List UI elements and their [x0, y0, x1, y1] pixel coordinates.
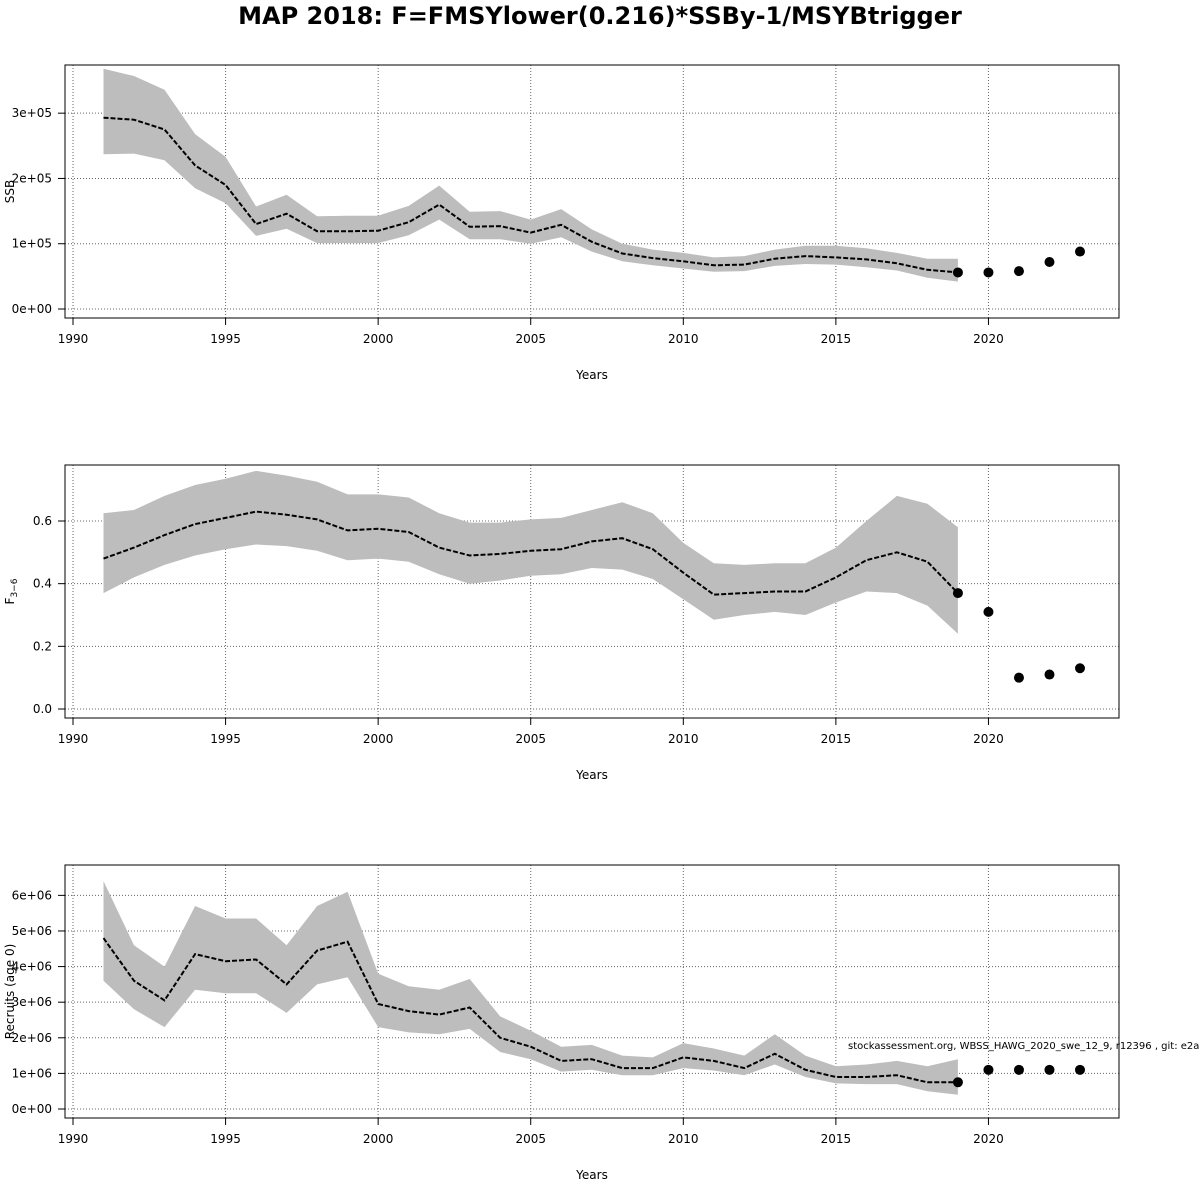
forecast-point	[1075, 246, 1085, 257]
x-tick-label: 1990	[58, 332, 89, 346]
panel-frame	[64, 64, 1120, 319]
estimate-line	[102, 937, 958, 1084]
x-tick-label: 2020	[973, 732, 1004, 746]
x-tick-label: 2010	[668, 332, 699, 346]
x-tick-label: 2005	[515, 1132, 546, 1146]
y-tick-label: 6e+06	[12, 888, 52, 902]
y-tick-label: 0e+00	[12, 302, 52, 316]
x-axis-label: Years	[575, 768, 608, 782]
chart-title: MAP 2018: F=FMSYlower(0.216)*SSBy-1/MSYB…	[238, 2, 962, 30]
x-tick-label: 1990	[58, 732, 89, 746]
y-tick-label: 5e+06	[12, 924, 52, 938]
x-tick-label: 2010	[668, 732, 699, 746]
forecast-point	[1044, 257, 1055, 267]
x-tick-label: 1995	[210, 332, 241, 346]
forecast-point	[1013, 1064, 1024, 1075]
estimate-line	[103, 116, 958, 274]
y-tick-label: 0.6	[33, 514, 52, 528]
forecast-point	[1013, 672, 1024, 683]
x-tick-label: 1990	[58, 1132, 89, 1146]
forecast-point	[1075, 663, 1085, 674]
y-tick-label: 2e+06	[12, 1031, 52, 1045]
y-tick-label: 0.4	[33, 577, 52, 591]
panel-frame	[64, 864, 1120, 1119]
panel-recruits: 1990 1995 2000 2005 2010 2015 2020 0e+00 1e+06 2e…	[3, 864, 1120, 1182]
forecast-point	[1013, 266, 1024, 277]
forecast-point	[952, 267, 963, 278]
panel-fbar: 1990 1995 2000 2005 2010 2015 2020 0.0 0.2 0.4 0.6…	[3, 464, 1120, 782]
panel-frame	[64, 464, 1120, 719]
y-axis-label: F3−6	[3, 578, 20, 604]
panel-ssb: 1990 1995 2000 2005 2010 2015 2020 0e+00 1e+05 2e…	[3, 64, 1120, 382]
forecast-point	[983, 267, 994, 278]
footer-note: stockassessment.org, WBSS_HAWG_2020_swe_…	[848, 1041, 1200, 1052]
forecast-point	[952, 1077, 963, 1088]
y-tick-label: 0e+00	[12, 1102, 52, 1116]
y-axis-label: Recruits (age 0)	[3, 944, 17, 1040]
x-tick-label: 2000	[363, 332, 394, 346]
x-axis-label: Years	[575, 368, 608, 382]
x-tick-label: 2015	[821, 732, 852, 746]
x-tick-label: 2015	[821, 1132, 852, 1146]
forecast-point	[952, 588, 963, 599]
y-tick-label: 0.0	[33, 702, 52, 716]
x-axis-label: Years	[575, 1168, 608, 1182]
y-tick-label: 1e+05	[12, 237, 52, 251]
confidence-band	[103, 68, 958, 282]
x-tick-label: 2000	[363, 1132, 394, 1146]
x-tick-label: 2000	[363, 732, 394, 746]
x-tick-label: 2010	[668, 1132, 699, 1146]
confidence-band	[103, 881, 958, 1095]
forecast-point	[983, 1064, 994, 1075]
y-axis-label: SSB	[3, 180, 17, 203]
x-tick-label: 1995	[210, 1132, 241, 1146]
x-tick-label: 2020	[973, 1132, 1004, 1146]
y-tick-label: 2e+05	[12, 171, 52, 185]
forecast-point	[983, 606, 994, 617]
x-tick-label: 2015	[821, 332, 852, 346]
y-tick-label: 4e+06	[12, 960, 52, 974]
y-tick-label: 0.2	[33, 639, 52, 653]
y-tick-label: 3e+06	[12, 995, 52, 1009]
forecast-point	[1044, 1064, 1055, 1075]
y-tick-label: 3e+05	[12, 106, 52, 120]
x-tick-label: 2020	[973, 332, 1004, 346]
x-tick-label: 2005	[515, 732, 546, 746]
x-tick-label: 1995	[210, 732, 241, 746]
y-tick-label: 1e+06	[12, 1066, 52, 1080]
x-tick-label: 2005	[515, 332, 546, 346]
estimate-line	[103, 510, 959, 596]
forecast-point	[1044, 669, 1055, 680]
forecast-point	[1075, 1064, 1085, 1075]
